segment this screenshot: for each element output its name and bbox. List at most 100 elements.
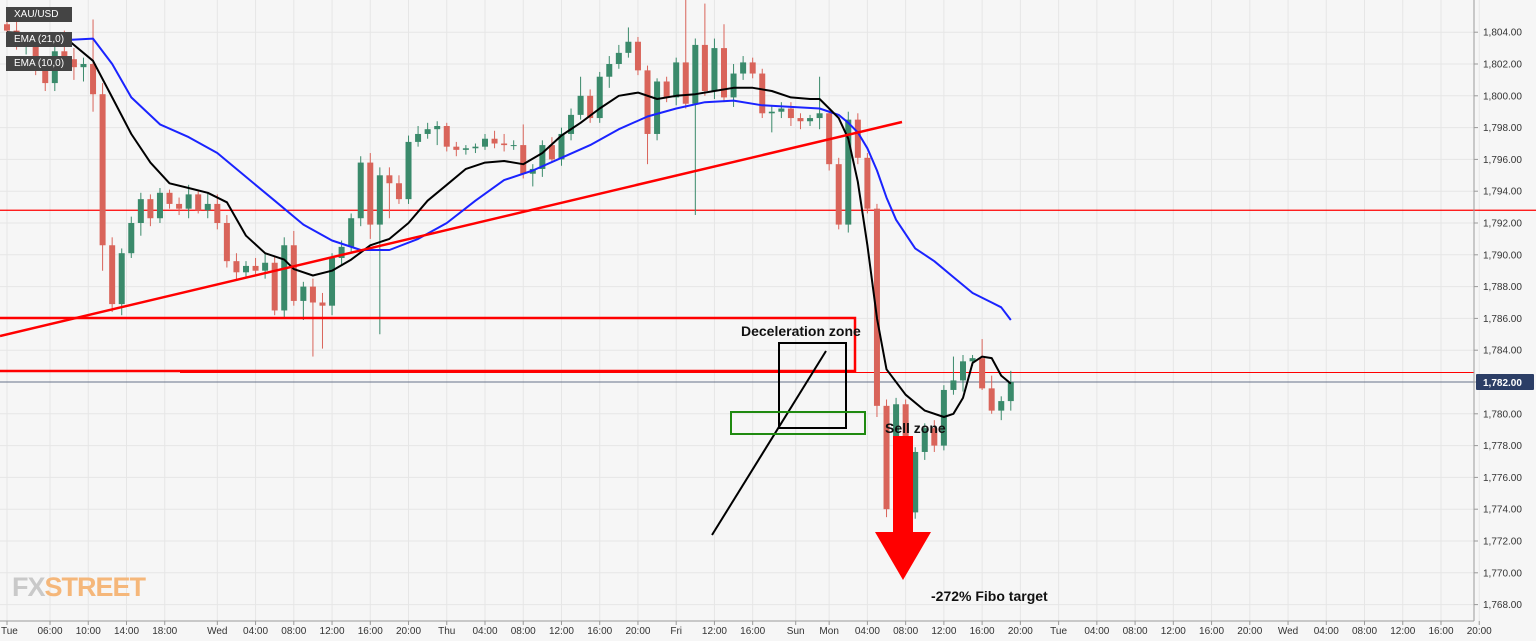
candle-down [634, 41, 641, 71]
ema-10-legend[interactable]: EMA (10,0) [6, 56, 72, 71]
candle-up [262, 262, 269, 271]
candle-down [252, 265, 259, 271]
candle-up [577, 95, 584, 115]
candle-up [596, 76, 603, 119]
candle-down [883, 405, 890, 510]
y-tick-label: 1,774.00 [1483, 505, 1522, 516]
x-tick-label: Mon [819, 626, 838, 637]
candle-down [453, 146, 460, 150]
consolidation-box [778, 342, 847, 429]
x-tick-label: 14:00 [114, 626, 139, 637]
candle-down [501, 143, 508, 146]
candle-down [290, 245, 297, 301]
candle-up [281, 245, 288, 311]
candle-down [749, 62, 756, 74]
candle-up [472, 146, 479, 149]
candle-up [462, 148, 469, 150]
candle-up [300, 286, 307, 301]
x-tick-label: 12:00 [931, 626, 956, 637]
candle-up [768, 111, 775, 114]
candle-down [32, 40, 39, 71]
x-tick-label: 16:00 [1428, 626, 1453, 637]
x-tick-label: Tue [1050, 626, 1067, 637]
candle-down [644, 70, 651, 134]
y-tick-label: 1,778.00 [1483, 441, 1522, 452]
candle-up [998, 401, 1005, 411]
x-tick-label: 12:00 [1390, 626, 1415, 637]
ema-21-legend[interactable]: EMA (21,0) [6, 32, 72, 47]
candle-down [195, 194, 202, 211]
ema-21-line [6, 32, 1012, 321]
candle-down [797, 118, 804, 122]
y-tick-label: 1,788.00 [1483, 282, 1522, 293]
candle-up [960, 361, 966, 381]
candle-down [491, 138, 498, 144]
x-tick-label: 08:00 [893, 626, 918, 637]
candle-down [787, 108, 794, 119]
candle-down [271, 262, 278, 311]
x-tick-label: 08:00 [511, 626, 536, 637]
candle-up [118, 253, 125, 305]
candle-down [931, 428, 938, 446]
candle-up [845, 119, 852, 225]
candle-up [415, 133, 422, 142]
candle-up [510, 145, 517, 147]
candle-down [988, 388, 995, 411]
y-tick-label: 1,786.00 [1483, 314, 1522, 325]
candle-up [539, 145, 546, 169]
candle-down [367, 162, 374, 225]
x-tick-label: 20:00 [396, 626, 421, 637]
x-tick-label: 08:00 [281, 626, 306, 637]
candle-up [376, 175, 383, 225]
drawings: Deceleration zone Sell zone -272% Fibo tar… [0, 120, 1048, 604]
candle-down [548, 145, 555, 160]
candle-down [233, 261, 240, 273]
candle-down [682, 62, 689, 104]
y-tick-label: 1,776.00 [1483, 473, 1522, 484]
candle-up [740, 62, 747, 74]
x-tick-label: 16:00 [587, 626, 612, 637]
y-tick-label: 1,798.00 [1483, 123, 1522, 134]
x-tick-label: 20:00 [1237, 626, 1262, 637]
candle-up [950, 380, 957, 390]
x-tick-label: 16:00 [740, 626, 765, 637]
candle-down [701, 44, 708, 92]
candle-down [4, 24, 10, 31]
y-tick-label: 1,804.00 [1483, 28, 1522, 39]
x-tick-label: Fri [670, 626, 682, 637]
x-tick-label: 16:00 [970, 626, 995, 637]
candle-up [156, 192, 163, 219]
candle-down [873, 208, 880, 406]
fxstreet-logo: FXSTREET [12, 572, 146, 603]
x-tick-label: Wed [207, 626, 227, 637]
x-tick-label: 18:00 [152, 626, 177, 637]
candle-down [395, 183, 402, 200]
candle-up [434, 126, 441, 130]
candle-up [80, 64, 87, 68]
candle-up [204, 203, 211, 211]
candle-down [759, 73, 766, 114]
y-tick-label: 1,790.00 [1483, 250, 1522, 261]
candle-down [214, 203, 221, 223]
sell-zone-label: Sell zone [885, 420, 946, 436]
y-tick-label: 1,780.00 [1483, 409, 1522, 420]
candle-up [128, 223, 135, 254]
candle-down [663, 81, 670, 98]
logo-fx: FX [12, 572, 46, 602]
deceleration-zone-label: Deceleration zone [741, 323, 861, 339]
x-tick-label: 12:00 [320, 626, 345, 637]
candle-down [520, 145, 527, 174]
current-price-label: 1,782.00 [1483, 378, 1522, 389]
x-tick-label: 12:00 [549, 626, 574, 637]
x-tick-label: 04:00 [1084, 626, 1109, 637]
candle-up [711, 48, 718, 92]
x-tick-label: 20:00 [1467, 626, 1492, 637]
y-tick-label: 1,792.00 [1483, 219, 1522, 230]
candle-down [109, 245, 116, 305]
y-tick-label: 1,794.00 [1483, 187, 1522, 198]
candle-up [243, 265, 249, 273]
candle-down [854, 119, 861, 158]
